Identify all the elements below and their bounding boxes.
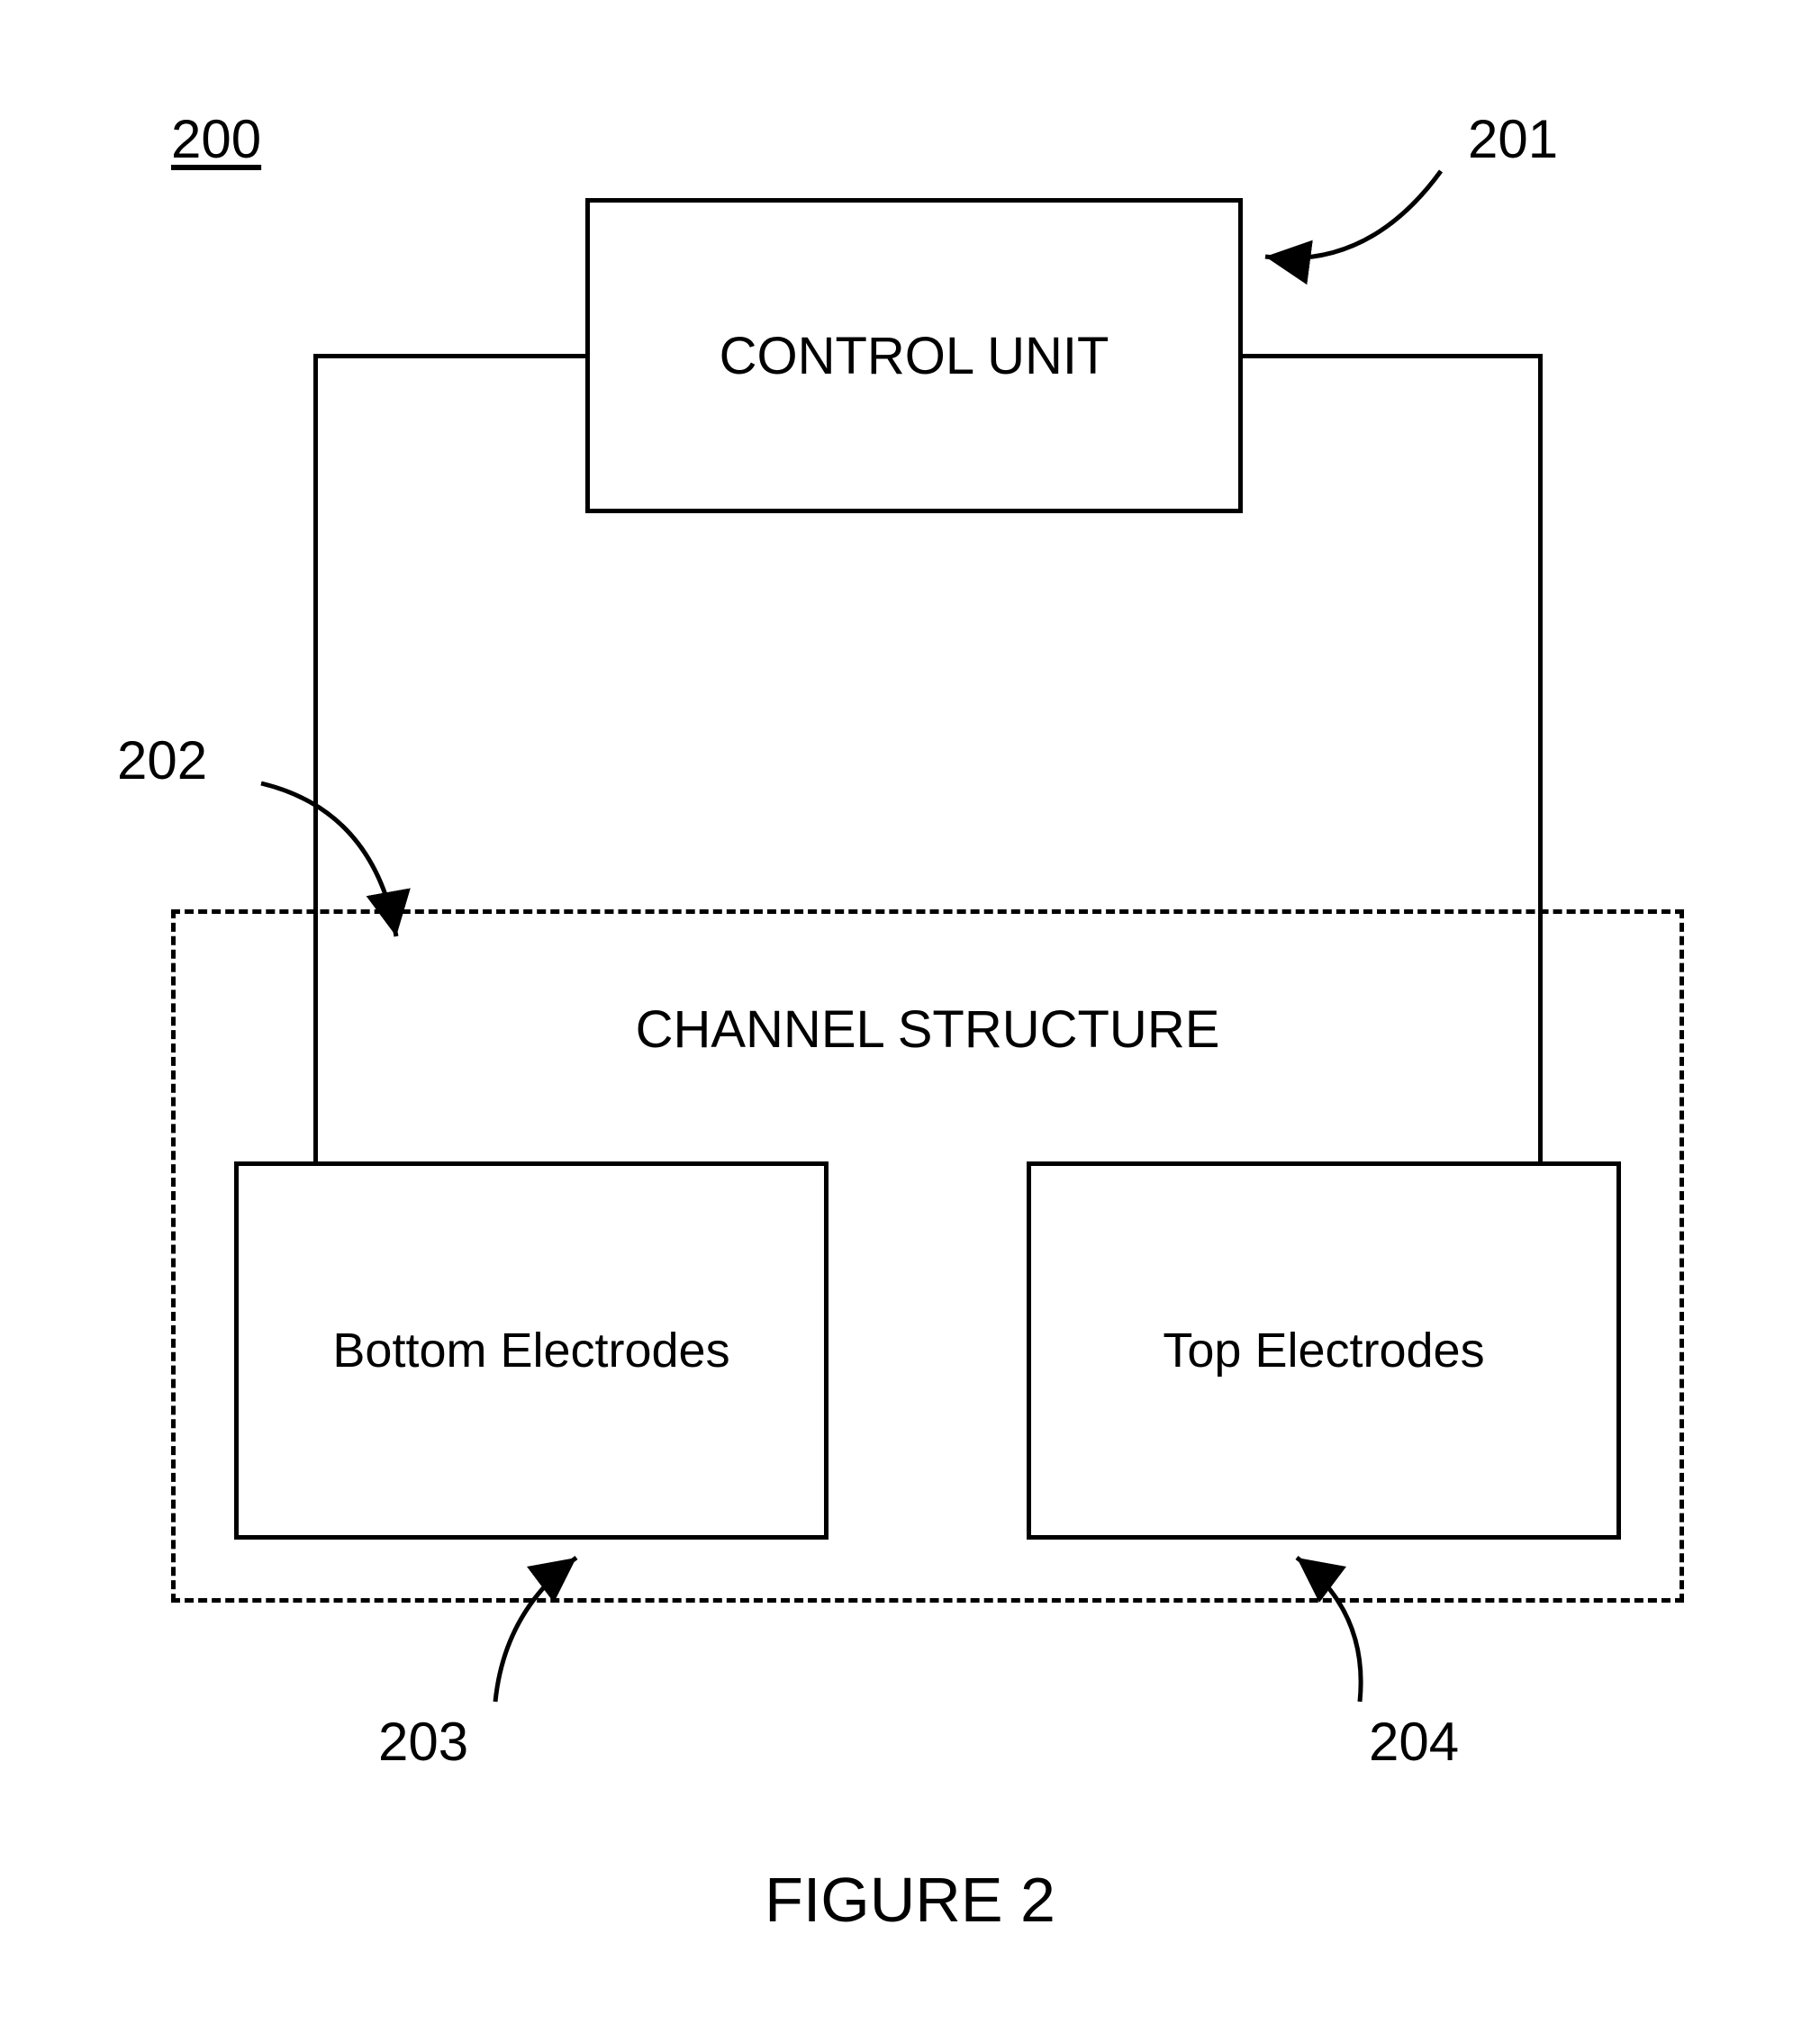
diagram-canvas: 200 CHANNEL STRUCTURE CONTROL UNIT Botto… [0, 0, 1820, 2024]
figure-caption: FIGURE 2 [0, 1864, 1820, 1936]
ref-204-arrow [0, 0, 1820, 2024]
